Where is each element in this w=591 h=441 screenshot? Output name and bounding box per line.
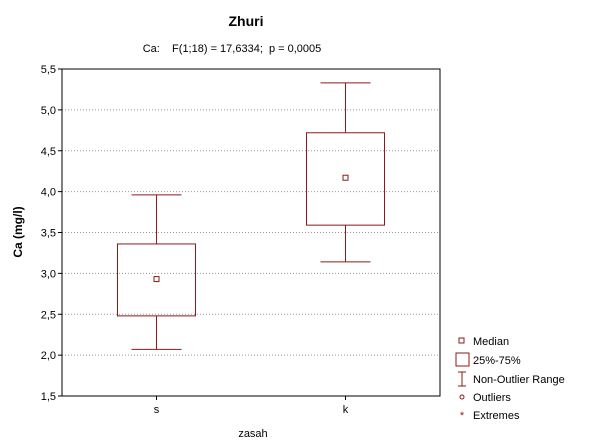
y-tick-label: 4,5	[41, 146, 56, 158]
median-marker	[342, 174, 349, 181]
y-tick-label: 2,0	[41, 350, 56, 362]
y-tick-label: 2,5	[41, 309, 56, 321]
legend-box-icon	[455, 352, 470, 367]
legend-outliers-label: Outliers	[473, 392, 511, 404]
legend: Median 25%-75% Non-Outlier Range Outlier…	[455, 336, 565, 422]
box-s	[117, 194, 196, 350]
y-tick-label: 4,0	[41, 187, 56, 199]
y-axis-label: Ca (mg/l)	[11, 206, 25, 257]
y-axis-ticks: 1,5 2,0 2,5 3,0 3,5 4,0 4,5 5,0 5,5	[41, 64, 62, 403]
y-tick-label: 3,0	[41, 268, 56, 280]
legend-outliers-icon	[459, 394, 465, 400]
chart-title: Zhuri	[229, 13, 264, 29]
legend-box-label: 25%-75%	[473, 355, 521, 367]
legend-median-icon	[458, 337, 465, 344]
x-tick-label: k	[343, 404, 349, 416]
y-tick-label: 1,5	[41, 391, 56, 403]
legend-range-icon	[458, 371, 466, 387]
legend-extremes-label: Extremes	[473, 410, 520, 422]
grid-lines	[62, 109, 440, 356]
median-marker	[153, 276, 160, 283]
x-tick-label: s	[154, 404, 160, 416]
y-tick-label: 5,0	[41, 105, 56, 117]
legend-extremes-icon: *	[460, 410, 465, 422]
box-k	[306, 82, 385, 263]
legend-range-label: Non-Outlier Range	[473, 374, 565, 386]
iqr-box	[117, 243, 196, 317]
chart-subtitle: Ca: F(1;18) = 17,6334; p = 0,0005	[143, 43, 322, 55]
x-axis-label: zasah	[238, 428, 267, 440]
y-tick-label: 3,5	[41, 228, 56, 240]
legend-median-label: Median	[473, 336, 509, 348]
iqr-box	[306, 132, 385, 226]
y-tick-label: 5,5	[41, 64, 56, 76]
boxes-layer	[117, 82, 385, 350]
